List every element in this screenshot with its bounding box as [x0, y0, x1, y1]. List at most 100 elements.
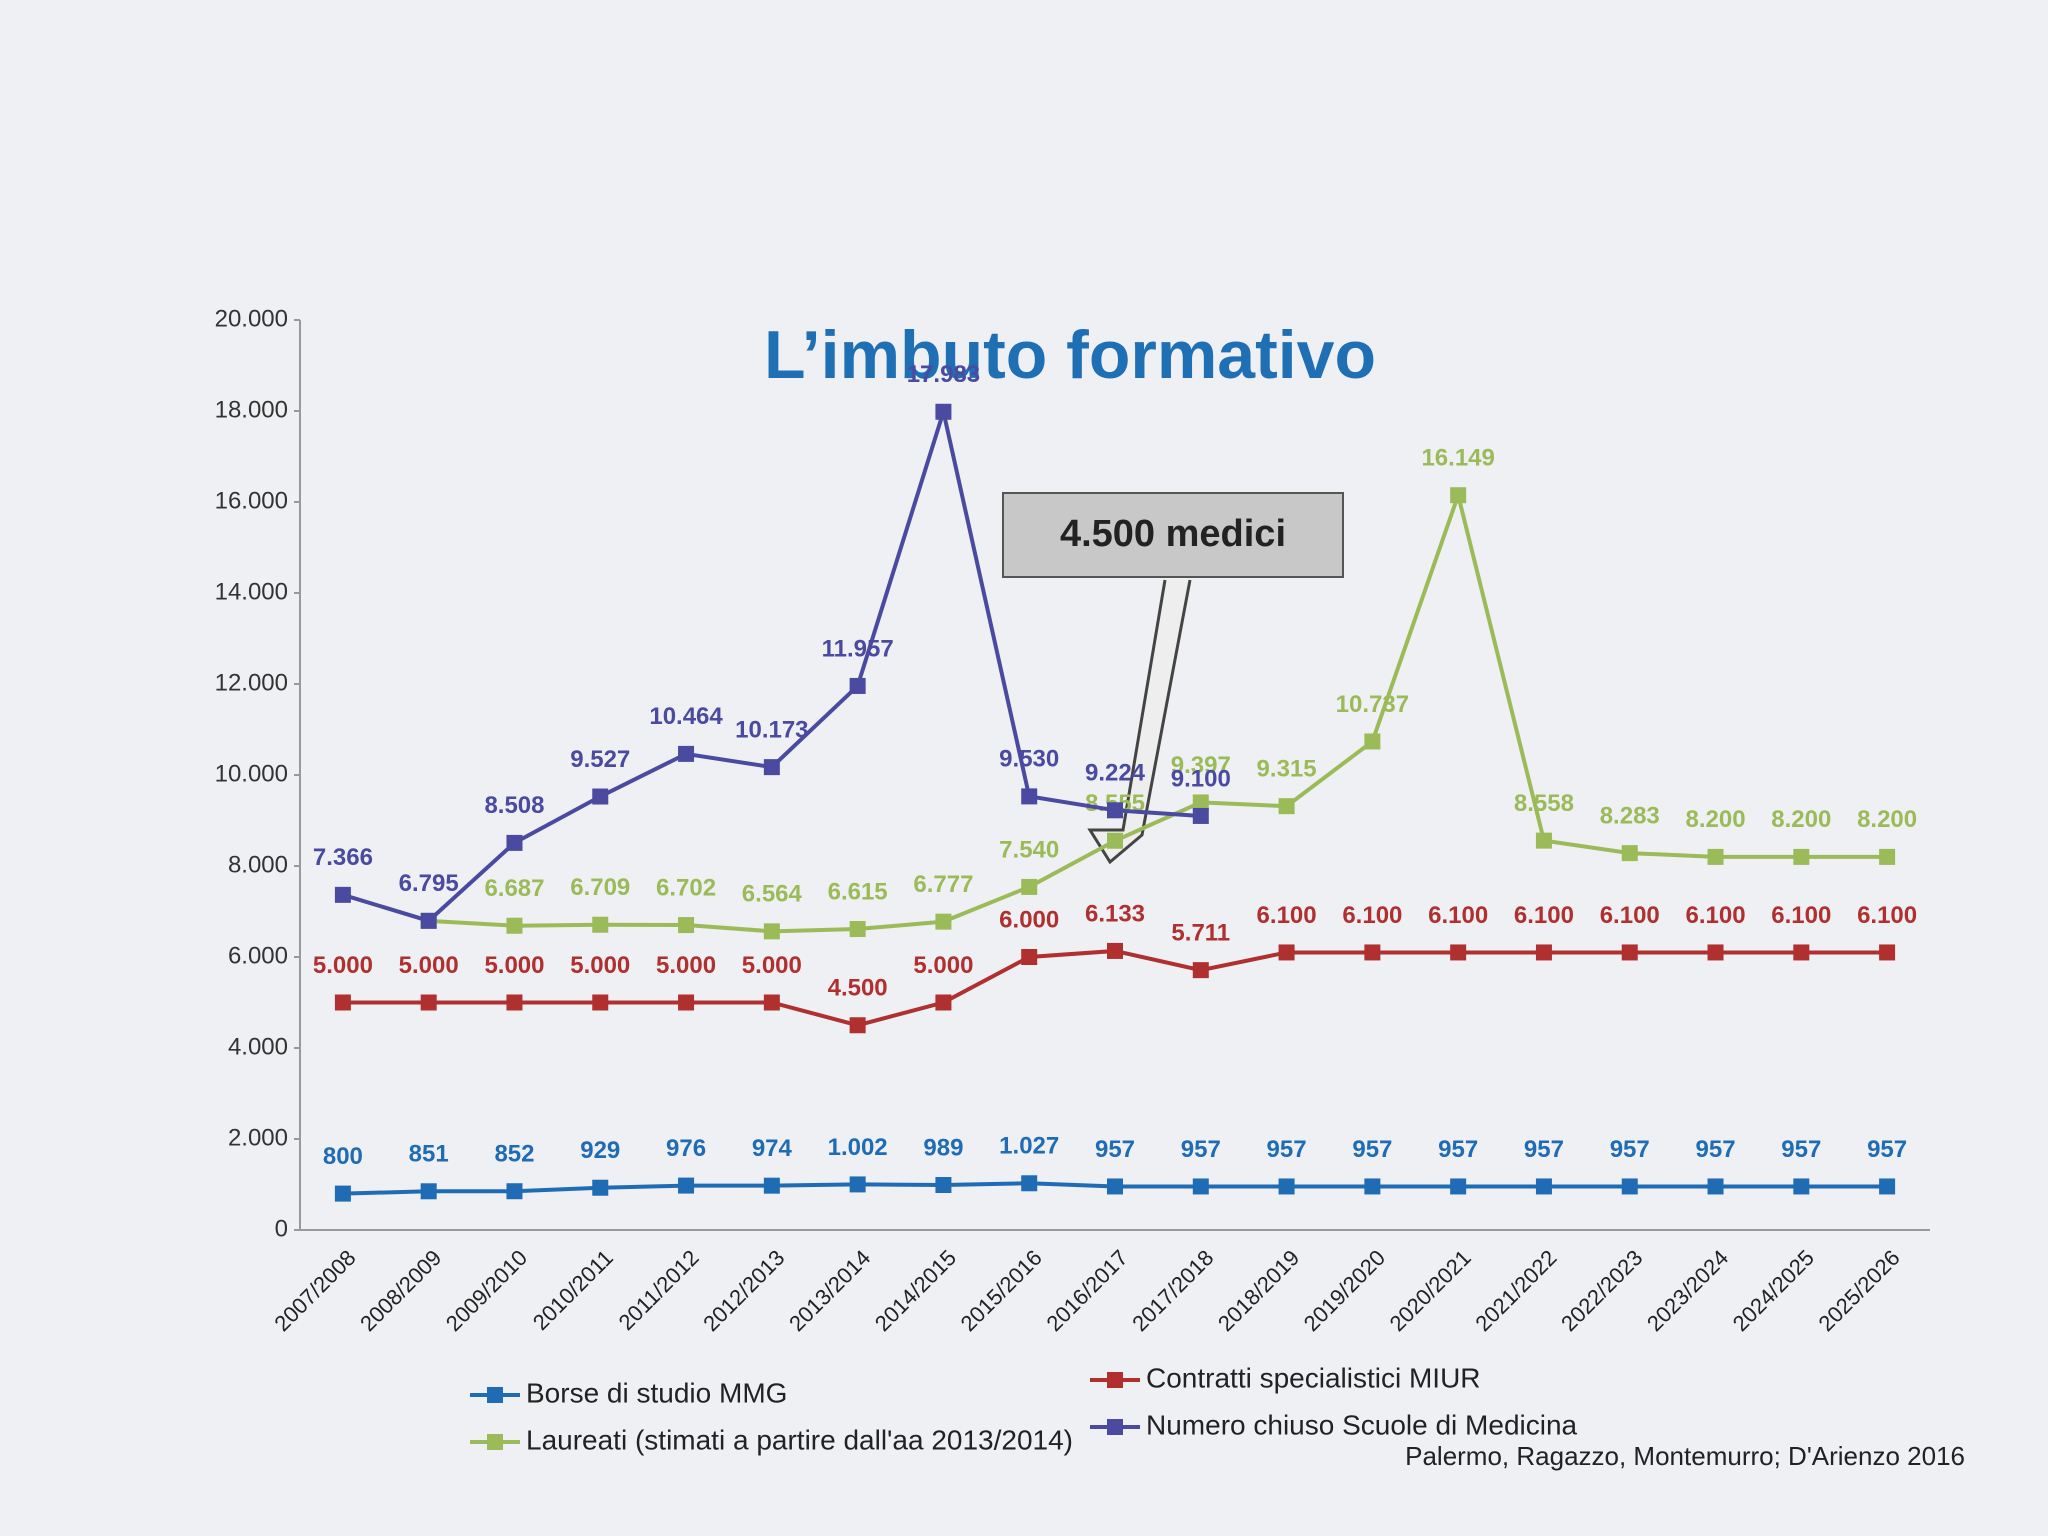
point: [763, 1177, 780, 1194]
point: [1535, 944, 1552, 961]
point: [763, 759, 780, 776]
point: [334, 1185, 351, 1202]
point: [678, 1177, 695, 1194]
y-tick-label: 10.000: [215, 760, 288, 787]
point: [1879, 1178, 1896, 1195]
value-label: 10.173: [735, 716, 808, 743]
y-tick-label: 0: [275, 1215, 288, 1242]
point: [678, 994, 695, 1011]
value-label: 5.000: [913, 952, 973, 979]
value-label: 957: [1438, 1136, 1478, 1163]
value-label: 957: [1267, 1136, 1307, 1163]
value-label: 6.000: [999, 906, 1059, 933]
point: [1535, 1178, 1552, 1195]
point: [334, 994, 351, 1011]
point: [1192, 962, 1209, 979]
point: [1707, 944, 1724, 961]
point: [1192, 807, 1209, 824]
point: [1793, 1178, 1810, 1195]
annotation-box: [1002, 492, 1344, 578]
value-label: 5.000: [570, 952, 630, 979]
chart-title: L’imbuto formativo: [764, 317, 1376, 393]
point: [1450, 944, 1467, 961]
legend-marker: [487, 1434, 503, 1450]
point: [592, 916, 609, 933]
legend-marker: [1107, 1419, 1123, 1435]
source: Palermo, Ragazzo, Montemurro; D'Arienzo …: [1405, 1441, 1965, 1471]
point: [678, 745, 695, 762]
value-label: 6.100: [1428, 902, 1488, 929]
point: [1535, 832, 1552, 849]
value-label: 6.100: [1514, 902, 1574, 929]
value-label: 5.000: [484, 952, 544, 979]
point: [1278, 1178, 1295, 1195]
value-label: 1.002: [828, 1134, 888, 1161]
point: [1107, 802, 1123, 819]
value-label: 10.464: [649, 703, 723, 730]
y-tick-label: 14.000: [215, 578, 288, 605]
point: [1793, 848, 1810, 865]
value-label: 11.957: [822, 635, 894, 662]
point: [1707, 848, 1724, 865]
point: [592, 1179, 609, 1196]
value-label: 957: [1610, 1136, 1650, 1163]
value-label: 5.711: [1171, 919, 1230, 946]
point: [678, 917, 695, 934]
value-label: 10.737: [1336, 691, 1409, 718]
point: [592, 788, 609, 805]
value-label: 9.100: [1171, 765, 1231, 792]
value-label: 8.200: [1685, 806, 1745, 833]
point: [849, 1017, 866, 1034]
point: [1621, 845, 1638, 862]
value-label: 957: [1696, 1136, 1736, 1163]
value-label: 989: [923, 1134, 963, 1161]
value-label: 6.687: [484, 875, 544, 902]
point: [592, 994, 609, 1011]
point: [1879, 944, 1896, 961]
value-label: 800: [323, 1143, 363, 1170]
point: [1450, 1178, 1467, 1195]
annotation: 4.500 medici: [1060, 513, 1286, 555]
point: [420, 912, 437, 929]
value-label: 9.224: [1085, 760, 1146, 787]
y-tick-label: 20.000: [215, 305, 288, 332]
legend-marker: [487, 1387, 503, 1403]
value-label: 6.100: [1600, 902, 1660, 929]
value-label: 17.983: [907, 361, 980, 388]
point: [420, 1183, 437, 1200]
value-label: 5.000: [656, 952, 716, 979]
legend-label: Contratti specialistici MIUR: [1146, 1362, 1481, 1393]
value-label: 8.200: [1771, 806, 1831, 833]
point: [849, 1176, 866, 1193]
point: [1021, 788, 1038, 805]
value-label: 976: [666, 1135, 706, 1162]
value-label: 957: [1095, 1136, 1135, 1163]
point: [935, 994, 952, 1011]
value-label: 5.000: [399, 952, 459, 979]
point: [1621, 944, 1638, 961]
value-label: 9.315: [1257, 756, 1317, 783]
value-label: 5.000: [742, 952, 802, 979]
legend-label: Laureati (stimati a partire dall'aa 2013…: [526, 1424, 1073, 1455]
point: [849, 677, 866, 694]
point: [935, 913, 952, 930]
point: [849, 921, 866, 938]
point: [1278, 798, 1295, 815]
point: [1278, 944, 1295, 961]
annotation-arrow: [1087, 579, 1192, 865]
y-tick-label: 2.000: [228, 1124, 288, 1151]
value-label: 957: [1781, 1136, 1821, 1163]
point: [1192, 794, 1209, 811]
value-label: 974: [752, 1135, 793, 1162]
value-label: 7.366: [313, 844, 373, 871]
series-line: [428, 488, 1888, 934]
point: [1192, 1178, 1209, 1195]
y-tick-label: 4.000: [228, 1033, 288, 1060]
point: [1107, 942, 1123, 959]
point: [1021, 949, 1038, 965]
value-label: 957: [1524, 1136, 1564, 1163]
value-label: 16.149: [1421, 445, 1494, 472]
value-label: 957: [1181, 1136, 1221, 1163]
value-label: 6.795: [399, 870, 459, 897]
